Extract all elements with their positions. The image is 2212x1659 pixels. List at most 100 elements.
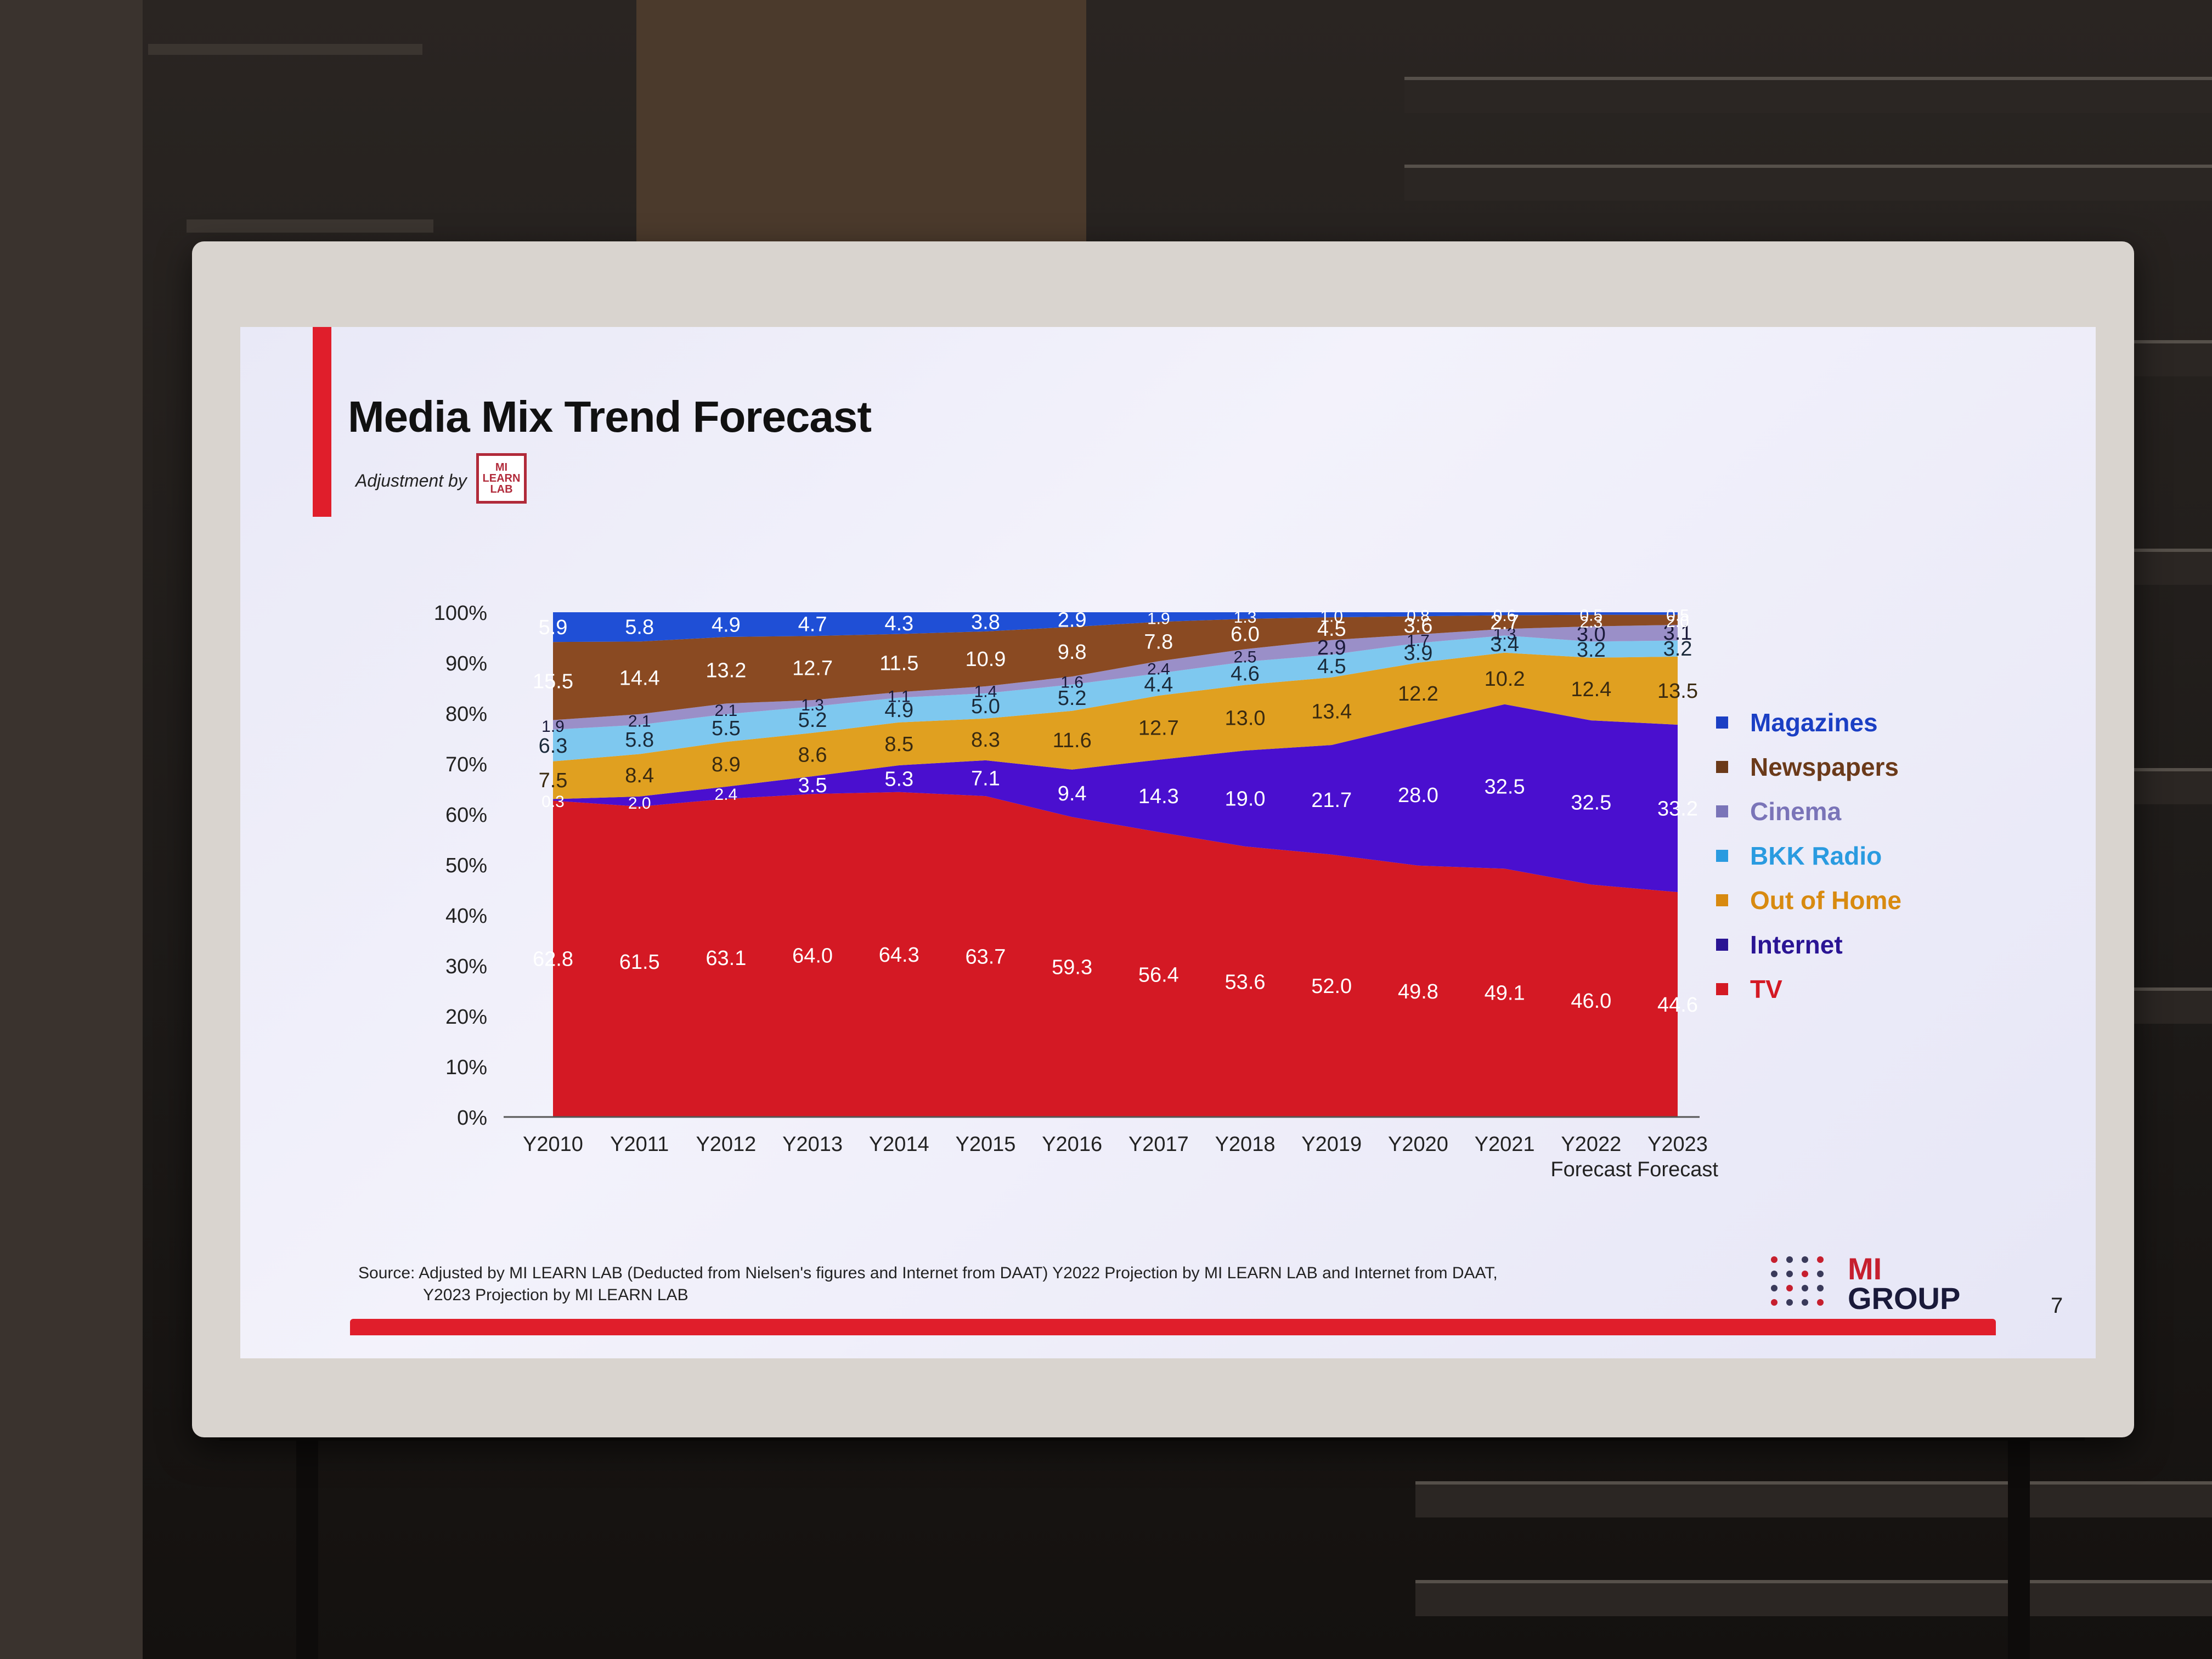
brand-dot: [1786, 1299, 1793, 1306]
data-label-magazines: 4.3: [884, 612, 913, 635]
wall-panel-left: [0, 0, 143, 1659]
legend-item-bkk-radio: BKK Radio: [1716, 833, 1901, 878]
mi-learn-lab-logo: MI LEARN LAB: [476, 453, 527, 504]
data-label-newspapers: 10.9: [965, 648, 1006, 671]
x-tick-label: Y2012: [696, 1133, 756, 1156]
x-tick-label: Y2017: [1128, 1133, 1189, 1156]
data-label-internet: 3.5: [798, 774, 827, 797]
data-label-newspapers: 11.5: [879, 652, 918, 675]
data-label-cinema: 1.4: [974, 682, 997, 701]
x-tick-label: Y2014: [869, 1133, 929, 1156]
brand-group: GROUP: [1848, 1281, 1961, 1316]
slide-screen: Media Mix Trend Forecast Adjustment by M…: [240, 327, 2096, 1358]
legend-label: Magazines: [1750, 708, 1878, 737]
data-label-magazines: 2.9: [1058, 608, 1087, 631]
brand-dot: [1802, 1299, 1808, 1306]
data-label-tv: 44.6: [1657, 994, 1698, 1017]
data-label-magazines: 1.3: [1234, 608, 1257, 627]
data-label-tv: 49.8: [1398, 980, 1438, 1003]
brand-dot: [1786, 1271, 1793, 1277]
title-accent-bar: [313, 327, 331, 517]
data-label-internet: 5.3: [884, 768, 913, 791]
legend-label: Internet: [1750, 930, 1843, 959]
x-tick-label: Y2019: [1301, 1133, 1362, 1156]
brand-dot: [1817, 1285, 1824, 1291]
area-newspapers: [553, 614, 1678, 720]
data-label-out-of-home: 8.9: [712, 753, 741, 776]
area-magazines: [553, 612, 1678, 642]
data-label-bkk-radio: 5.0: [971, 695, 1000, 718]
x-tick-label: Y2010: [523, 1133, 583, 1156]
data-label-internet: 2.0: [628, 794, 651, 812]
data-label-tv: 62.8: [533, 948, 573, 971]
data-label-newspapers: 2.0: [1666, 613, 1689, 631]
brand-dot: [1817, 1299, 1824, 1306]
brand-dot: [1786, 1256, 1793, 1263]
data-label-newspapers: 2.7: [1490, 611, 1519, 634]
shelf: [148, 44, 422, 55]
data-label-magazines: 0.6: [1493, 607, 1516, 625]
stand-leg: [296, 1426, 318, 1659]
data-label-newspapers: 6.0: [1231, 623, 1260, 646]
data-label-cinema: 3.1: [1663, 622, 1692, 645]
data-label-tv: 52.0: [1311, 975, 1352, 998]
louver-slat: [1404, 165, 2212, 201]
data-label-cinema: 1.3: [1493, 625, 1516, 643]
data-label-magazines: 4.9: [712, 614, 741, 637]
brand-dot: [1802, 1256, 1808, 1263]
data-label-out-of-home: 12.2: [1398, 682, 1438, 706]
data-label-internet: 19.0: [1225, 787, 1266, 810]
chart-legend: Magazines Newspapers Cinema BKK Radio Out of…: [1716, 700, 1901, 1011]
mi-group-logo: MI GROUP: [1771, 1254, 1961, 1316]
data-label-newspapers: 9.8: [1058, 641, 1087, 664]
legend-swatch: [1716, 894, 1728, 906]
data-label-tv: 61.5: [619, 951, 660, 974]
legend-swatch: [1716, 938, 1728, 951]
y-tick-label: 100%: [434, 602, 487, 625]
legend-swatch: [1716, 805, 1728, 817]
brand-dot: [1817, 1271, 1824, 1277]
brand-dot: [1771, 1271, 1778, 1277]
data-label-bkk-radio: 5.5: [712, 717, 741, 740]
louver-slat: [1415, 1580, 2212, 1616]
data-label-out-of-home: 12.7: [1138, 716, 1179, 740]
legend-item-newspapers: Newspapers: [1716, 744, 1901, 789]
x-tick-label: Y2013: [782, 1133, 843, 1156]
source-note: Source: Adjusted by MI LEARN LAB (Deduct…: [358, 1262, 1498, 1306]
legend-label: BKK Radio: [1750, 841, 1882, 870]
data-label-bkk-radio: 3.2: [1577, 639, 1606, 662]
data-label-tv: 56.4: [1138, 963, 1179, 986]
x-tick-label: Y2022: [1561, 1133, 1621, 1156]
x-tick-label: Y2021: [1475, 1133, 1535, 1156]
data-label-cinema: 2.9: [1317, 636, 1346, 659]
data-label-newspapers: 4.5: [1317, 618, 1346, 641]
data-label-bkk-radio: 3.9: [1404, 642, 1433, 665]
y-tick-label: 40%: [445, 905, 487, 928]
x-tick-label: Y2018: [1215, 1133, 1276, 1156]
x-tick-label: Y2023: [1647, 1133, 1708, 1156]
brand-dot: [1771, 1285, 1778, 1291]
area-out-of-home: [553, 652, 1678, 799]
data-label-magazines: 1.0: [1320, 608, 1343, 626]
media-mix-stacked-area-chart: 0% 10% 20% 30% 40% 50% 60% 70% 80% 90% 100% Y2010 Y2…: [434, 602, 1719, 1181]
data-label-tv: 63.7: [965, 946, 1006, 969]
y-tick-label: 20%: [445, 1006, 487, 1029]
data-label-bkk-radio: 4.4: [1144, 674, 1173, 697]
louver-slat: [2134, 768, 2212, 804]
data-label-cinema: 2.5: [1234, 648, 1257, 667]
data-label-newspapers: 15.5: [533, 670, 573, 693]
y-tick-label: 90%: [445, 652, 487, 675]
area-cinema: [553, 625, 1678, 730]
data-label-out-of-home: 11.6: [1053, 729, 1092, 752]
data-label-internet: 21.7: [1311, 789, 1352, 812]
legend-item-tv: TV: [1716, 967, 1901, 1011]
data-label-cinema: 1.3: [801, 696, 824, 714]
legend-swatch: [1716, 760, 1728, 773]
slide-title: Media Mix Trend Forecast: [348, 392, 872, 441]
x-tick-label: Y2020: [1388, 1133, 1448, 1156]
data-label-cinema: 2.1: [628, 713, 651, 731]
data-label-cinema: 2.1: [715, 702, 738, 720]
source-line-1: Source: Adjusted by MI LEARN LAB (Deduct…: [358, 1264, 1498, 1282]
y-tick-label: 0%: [457, 1107, 487, 1130]
brand-dots-icon: [1771, 1256, 1837, 1311]
